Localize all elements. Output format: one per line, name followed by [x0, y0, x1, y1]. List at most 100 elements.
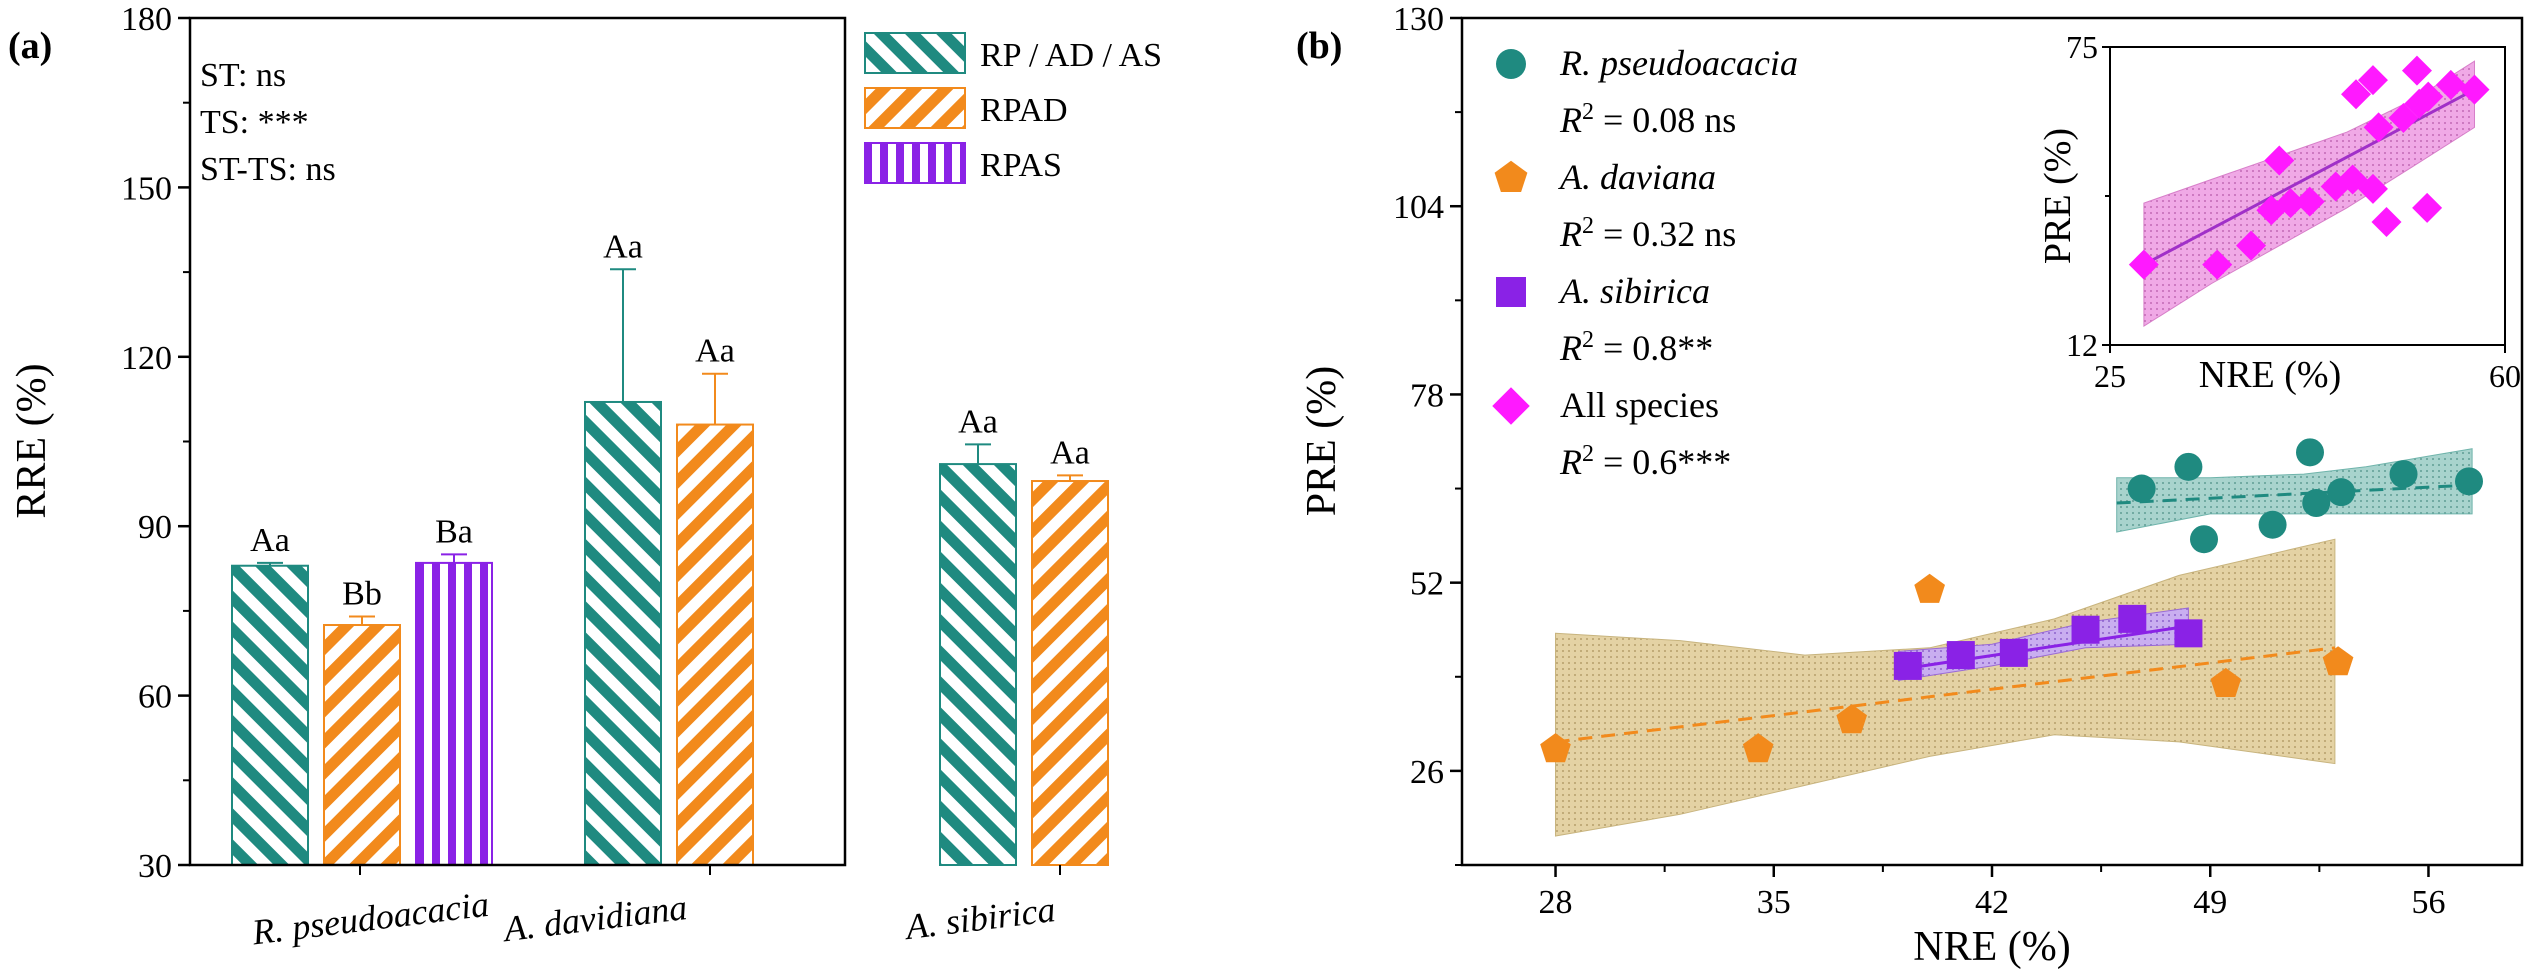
inset-point-all-species-11	[2363, 112, 2394, 143]
bar-a-sibirica-rp-ad-as	[939, 463, 1017, 866]
fit-line-a-sibirica	[1898, 624, 2189, 672]
inset-point-all-species-10	[2371, 207, 2402, 238]
category-label-r-pseudoacacia: R. pseudoacacia	[249, 884, 491, 953]
sig-label-a-sibirica-rp-ad-as: Aa	[958, 403, 998, 440]
inset-point-all-species-9	[2357, 173, 2388, 204]
legend-swatch-rp-ad-as	[864, 32, 966, 74]
point-a-daviana-2	[1836, 704, 1867, 734]
inset-point-all-species-19	[2412, 192, 2443, 223]
panel-a-legend: RP / AD / AS RPAD RPAS	[864, 32, 1162, 184]
stat-ts: TS: ***	[200, 104, 309, 141]
legend-r2-r-pseudoacacia: R2 = 0.08 ns	[1559, 99, 1736, 140]
panel-a-label: (a)	[8, 25, 52, 67]
inset-y-tick-label-12: 12	[2066, 327, 2098, 363]
sig-label-r-pseudoacacia-rpad: Bb	[342, 576, 382, 613]
legend-r2-a-sibirica: R2 = 0.8**	[1559, 327, 1713, 368]
b-x-tick-label-56: 56	[2411, 884, 2445, 921]
sig-label-a-davidiana-rp-ad-as: Aa	[603, 228, 643, 265]
point-r-pseudoacacia-1	[2174, 452, 2203, 481]
bar-a-davidiana-rp-ad-as	[584, 400, 662, 866]
panel-b-fit-lines	[1555, 483, 2473, 744]
legend-marker-a-sibirica	[1496, 277, 1526, 307]
inset-x-tick-label-25: 25	[2094, 358, 2126, 394]
bar-a-davidiana-rpad	[676, 423, 754, 866]
legend-label-rpad: RPAD	[980, 92, 1068, 129]
panel-b-points	[1540, 438, 2483, 763]
fit-line-a-daviana	[1555, 646, 2336, 744]
inset-point-all-species-2	[2236, 230, 2267, 261]
b-x-tick-label-35: 35	[1757, 884, 1791, 921]
point-r-pseudoacacia-7	[2389, 460, 2418, 489]
inset-x-axis-label: NRE (%)	[2199, 354, 2341, 396]
point-a-daviana-3	[1914, 573, 1945, 603]
point-r-pseudoacacia-5	[2302, 489, 2331, 518]
b-y-tick-label-26: 26	[1410, 754, 1444, 791]
y-tick-label-120: 120	[121, 340, 172, 377]
sig-label-a-davidiana-rpad: Aa	[695, 333, 735, 370]
b-x-tick-label-28: 28	[1539, 884, 1573, 921]
point-r-pseudoacacia-3	[2258, 510, 2287, 539]
legend-marker-a-daviana	[1494, 160, 1528, 192]
sig-label-r-pseudoacacia-rp-ad-as: Aa	[250, 522, 290, 559]
legend-marker-all-species	[1492, 387, 1530, 425]
inset-y-tick-label-75: 75	[2066, 29, 2098, 65]
bar-r-pseudoacacia-rp-ad-as	[231, 564, 309, 867]
legend-r2-all-species: R2 = 0.6***	[1559, 441, 1731, 482]
inset-chart: 12 75 25 60 NRE (%) PRE (%)	[2037, 25, 2521, 410]
legend-name-a-daviana: A. daviana	[1558, 157, 1716, 197]
panel-a-stats: ST: ns TS: *** ST-TS: ns	[200, 57, 336, 188]
band-r-pseudoacacia	[2116, 448, 2473, 533]
panel-b-y-axis-label: PRE (%)	[1299, 366, 1345, 517]
point-a-sibirica-4	[2118, 604, 2147, 633]
b-y-tick-label-130: 130	[1393, 1, 1444, 38]
b-y-tick-label-78: 78	[1410, 377, 1444, 414]
point-a-sibirica-2	[1999, 638, 2028, 667]
panel-b-label: (b)	[1296, 25, 1342, 67]
b-x-tick-label-42: 42	[1975, 884, 2009, 921]
panel-a-y-axis-label: RRE (%)	[9, 363, 55, 518]
y-tick-label-30: 30	[138, 848, 172, 885]
inset-point-all-species-18	[2459, 74, 2490, 105]
legend-marker-r-pseudoacacia	[1496, 49, 1526, 79]
inset-point-all-species-0	[2128, 249, 2159, 280]
category-label-a-sibirica: A. sibirica	[902, 889, 1058, 947]
inset-point-all-species-13	[2357, 65, 2388, 96]
inset-point-all-species-20	[2404, 88, 2435, 119]
panel-b-axes: 26 52 78 104 130 28 35 42 49 56 NRE (%) PRE (%)	[1299, 1, 2524, 970]
inset-y-axis-label: PRE (%)	[2037, 128, 2079, 264]
b-y-tick-label-52: 52	[1410, 566, 1444, 603]
point-r-pseudoacacia-2	[2190, 525, 2218, 554]
inset-point-all-species-6	[2294, 186, 2325, 217]
y-tick-label-150: 150	[121, 170, 172, 207]
inset-point-all-species-1	[2202, 249, 2233, 280]
point-a-daviana-5	[2322, 646, 2354, 676]
point-a-sibirica-5	[2174, 619, 2203, 648]
bar-r-pseudoacacia-rpas	[415, 561, 493, 866]
legend-name-a-sibirica: A. sibirica	[1558, 271, 1710, 311]
inset-point-all-species-12	[2341, 79, 2372, 110]
legend-swatch-rpas	[864, 142, 966, 184]
b-y-tick-label-104: 104	[1393, 189, 1444, 226]
inset-x-tick-label-60: 60	[2489, 358, 2521, 394]
point-r-pseudoacacia-4	[2296, 438, 2324, 467]
point-a-sibirica-0	[1893, 651, 1922, 680]
point-a-daviana-0	[1540, 733, 1571, 763]
inset-point-all-species-3	[2264, 145, 2295, 176]
legend-label-rpas: RPAS	[980, 147, 1062, 184]
point-r-pseudoacacia-8	[2455, 467, 2483, 496]
sig-label-r-pseudoacacia-rpas: Ba	[435, 513, 473, 550]
point-a-sibirica-1	[1946, 641, 1975, 670]
panel-a-bars: Aa Bb Ba Aa Aa Aa Aa	[231, 228, 1109, 867]
inset-point-all-species-5	[2275, 188, 2306, 219]
panel-b-legend: R. pseudoacacia R2 = 0.08 ns A. daviana R2 …	[1492, 43, 1798, 482]
stat-st: ST: ns	[200, 57, 286, 94]
stat-st-ts: ST-TS: ns	[200, 151, 336, 188]
b-x-tick-label-49: 49	[2193, 884, 2227, 921]
point-a-daviana-4	[2210, 667, 2242, 697]
fit-line-r-pseudoacacia	[2116, 483, 2473, 505]
panel-a: (a) Aa Bb Ba Aa Aa Aa Aa R. pseudoacacia A. dav…	[8, 1, 1162, 953]
bar-r-pseudoacacia-rpad	[323, 624, 401, 866]
legend-swatch-rpad	[864, 87, 966, 129]
category-label-a-davidiana: A. davidiana	[500, 887, 689, 949]
